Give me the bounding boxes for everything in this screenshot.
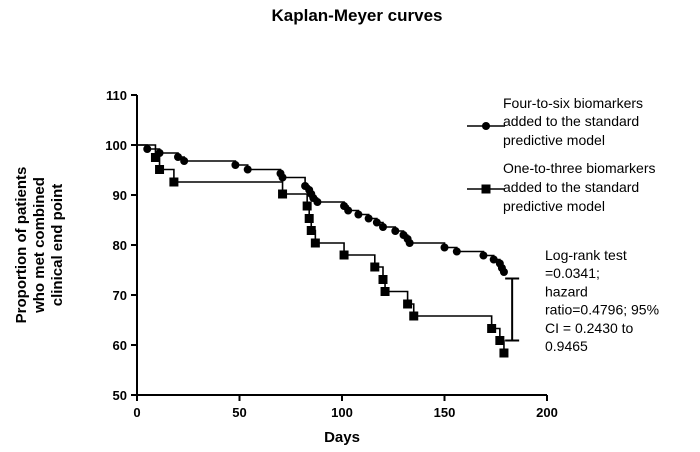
legend-label-line: added to the standard	[503, 113, 639, 129]
series-2	[137, 144, 509, 358]
y-axis-title-line-1: Proportion of patients	[13, 167, 30, 324]
series-2-point	[409, 311, 419, 321]
y-axis-title-line-2: who met combined	[31, 177, 48, 314]
series-group	[137, 144, 509, 358]
legend-label-line: predictive model	[503, 132, 605, 148]
series-1-point	[231, 161, 240, 169]
series-2-point	[155, 165, 165, 174]
annotation-line: hazard	[545, 283, 588, 299]
series-2-point	[310, 238, 320, 248]
series-1-point	[354, 210, 363, 219]
legend-label-line: Four-to-six biomarkers	[503, 95, 643, 111]
x-tick-label: 150	[434, 405, 456, 420]
annotation-line: ratio=0.4796; 95%	[545, 302, 659, 318]
series-2-point	[370, 262, 380, 272]
series-1-point	[499, 268, 508, 276]
series-1-point	[372, 218, 381, 227]
series-1-point	[452, 247, 461, 256]
annotation-line: =0.0341;	[545, 265, 600, 281]
annotation-line: CI = 0.2430 to	[545, 320, 634, 336]
series-1-point	[489, 255, 498, 264]
legend-marker	[482, 122, 490, 130]
series-1-point	[379, 223, 387, 231]
series-1-line	[137, 144, 505, 272]
series-2-point	[339, 250, 349, 260]
series-1-point	[313, 198, 322, 206]
series-1-point	[278, 173, 287, 182]
x-axis-title: Days	[324, 429, 360, 446]
series-2-point	[403, 299, 413, 309]
series-2-point	[150, 153, 160, 162]
series-1-point	[364, 214, 373, 223]
series-1-point	[180, 157, 189, 165]
series-2-point	[169, 177, 179, 187]
series-2-point	[306, 226, 316, 235]
y-tick-label: 50	[113, 388, 127, 403]
series-1-point	[174, 153, 182, 161]
legend-marker	[481, 184, 491, 194]
y-axis-title: Proportion of patients who met combined …	[13, 167, 66, 324]
annotation-line: Log-rank test	[545, 247, 627, 263]
annotation-line: 0.9465	[545, 338, 588, 354]
series-1	[137, 144, 508, 276]
series-2-point	[499, 348, 509, 358]
legend: Four-to-six biomarkers added to the stand…	[467, 95, 656, 214]
series-2-point	[378, 275, 388, 284]
series-2-point	[278, 189, 288, 199]
y-tick-label: 90	[113, 188, 127, 203]
y-tick-label: 80	[113, 238, 127, 253]
series-2-point	[487, 324, 497, 333]
series-2-point	[304, 214, 314, 223]
annotation: Log-rank test =0.0341; hazard ratio=0.4796;…	[545, 247, 659, 354]
series-1-point	[243, 165, 252, 174]
series-1-point	[440, 243, 449, 252]
legend-item-2: One-to-three biomarkers added to the stan…	[467, 160, 656, 214]
series-2-point	[495, 336, 505, 345]
x-tick-label: 200	[536, 405, 558, 420]
legend-label-line: predictive model	[503, 198, 605, 214]
series-1-point	[344, 206, 353, 215]
axes: 50 60 70 80 90 100 110 0 50 100 150 200	[105, 88, 558, 420]
series-1-point	[143, 145, 152, 153]
legend-item-1: Four-to-six biomarkers added to the stand…	[467, 95, 643, 148]
x-tick-label: 100	[331, 405, 353, 420]
y-tick-label: 110	[106, 88, 127, 103]
y-axis-title-line-3: clinical end point	[49, 184, 66, 307]
x-tick-label: 50	[232, 405, 246, 420]
chart-title: Kaplan-Meyer curves	[271, 6, 442, 25]
legend-label-line: One-to-three biomarkers	[503, 160, 656, 176]
series-1-point	[405, 239, 414, 247]
y-tick-label: 70	[113, 288, 127, 303]
y-tick-label: 100	[105, 138, 127, 153]
x-tick-label: 0	[133, 405, 140, 420]
series-2-point	[302, 201, 312, 211]
series-1-point	[391, 227, 400, 235]
series-2-line	[137, 144, 505, 353]
y-tick-label: 60	[113, 338, 127, 353]
legend-label-line: added to the standard	[503, 179, 639, 195]
error-bar	[505, 277, 520, 342]
series-1-point	[479, 251, 488, 260]
series-2-point	[380, 287, 390, 296]
